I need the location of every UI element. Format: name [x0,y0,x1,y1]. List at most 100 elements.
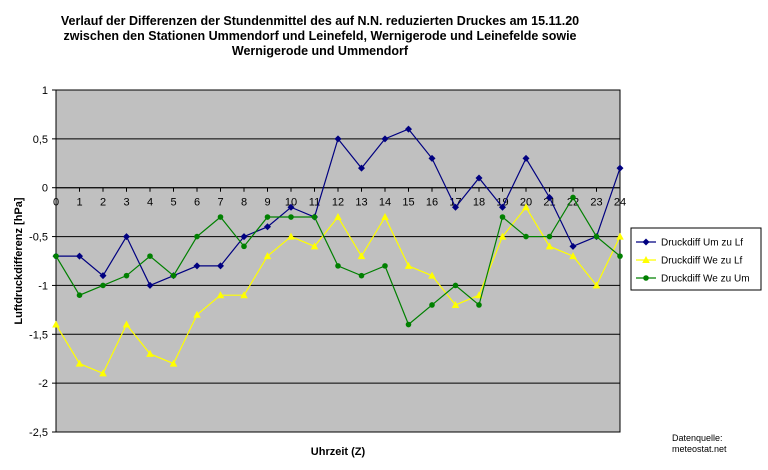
data-point [123,233,130,241]
data-point [428,271,436,279]
data-point [499,203,506,211]
data-point [287,203,295,211]
x-tick-label: 9 [264,197,270,209]
data-point [381,213,389,221]
data-point [193,310,201,318]
data-point [263,252,272,260]
data-point [452,203,459,211]
data-point [240,233,248,241]
data-point [382,263,388,269]
data-point [264,214,271,220]
x-tick-label: 3 [123,197,129,209]
y-tick-label: -2,5 [29,427,48,439]
x-tick-label: 7 [217,197,223,209]
data-point [405,125,412,133]
data-point [240,291,248,299]
data-point [569,242,577,250]
x-tick-label: 22 [567,197,579,209]
data-point [100,282,106,289]
data-point [358,164,365,172]
data-point [545,242,554,250]
legend-label: Druckdiff We zu Lf [661,256,743,267]
y-tick-label: 0,5 [33,134,48,146]
data-point [335,263,341,269]
data-point [381,135,389,143]
x-tick-label: 16 [426,197,438,209]
x-tick-label: 24 [614,197,626,209]
data-point [334,135,342,143]
y-tick-labels: 1 0,5 0 -0,5 -1 -1,5 -2 -2,5 [29,85,48,439]
data-point [216,291,225,299]
data-point [523,233,529,240]
legend-item: Druckdiff We zu Lf [636,256,743,267]
data-point [52,320,60,328]
data-point [452,282,459,289]
data-point [616,164,624,172]
x-tick-label: 6 [194,197,200,209]
data-point [475,174,483,182]
data-point [522,154,530,162]
x-tick-labels: 0 1 2 3 4 5 6 7 8 9 10 11 12 13 14 15 16 17 18 19 20 21 22 23 24 [53,187,626,209]
x-tick-label: 13 [355,197,367,209]
data-point [405,321,412,328]
data-point [451,300,460,308]
data-point [498,232,507,240]
data-point [75,359,84,367]
x-axis-title: Uhrzeit (Z) [311,446,366,458]
y-tick-label: -1,5 [29,329,48,341]
legend-swatch-marker [642,238,650,246]
x-tick-label: 21 [543,197,555,209]
data-point [428,154,436,162]
data-point [404,261,413,269]
data-point [311,214,318,220]
x-tick-label: 11 [309,197,320,209]
data-point [99,369,107,377]
data-point [592,281,601,289]
data-point [170,272,177,279]
data-point [429,302,435,308]
data-point [76,252,83,260]
x-tick-label: 14 [379,197,391,209]
legend-box [630,227,762,291]
data-point [546,233,553,240]
data-point [99,272,107,280]
data-point [146,281,154,289]
data-point [546,193,553,201]
legend-label: Druckdiff Um zu Lf [661,238,743,249]
data-point [616,232,624,240]
data-point [193,262,201,270]
legend: Druckdiff Um zu Lf Druckdiff We zu Lf Druc… [630,227,762,291]
data-point [522,203,530,211]
data-point [264,223,271,231]
data-point [123,272,130,279]
x-tick-label: 1 [76,197,82,209]
x-tick-label: 2 [100,197,106,209]
y-tick-label: -0,5 [29,232,48,244]
y-tick-label: 1 [42,85,48,97]
y-tick-label: 0 [42,183,48,195]
chart-title-line: Wernigerode und Ummendorf [232,44,409,58]
data-point [76,292,83,299]
data-point [310,242,319,250]
data-point [169,359,178,367]
data-point [217,262,224,270]
chart-title: Verlauf der Differenzen der Stundenmitte… [61,14,579,58]
data-point [593,233,600,240]
x-tick-label: 12 [332,197,344,209]
chart-title-line: zwischen den Stationen Ummendorf und Lei… [63,29,576,43]
chart-title-line: Verlauf der Differenzen der Stundenmitte… [61,14,579,28]
x-tick-label: 5 [170,197,176,209]
data-point [122,320,131,328]
x-tick-label: 23 [590,197,602,209]
data-point [217,214,224,220]
x-tick-label: 0 [53,197,59,209]
legend-label: Druckdiff We zu Um [661,274,750,285]
data-point [147,253,153,259]
x-tick-label: 4 [147,197,153,209]
y-tick-label: -2 [38,378,48,390]
data-point [476,302,482,308]
series-3 [53,194,623,328]
x-tick-label: 8 [241,197,247,209]
data-point [241,243,247,250]
